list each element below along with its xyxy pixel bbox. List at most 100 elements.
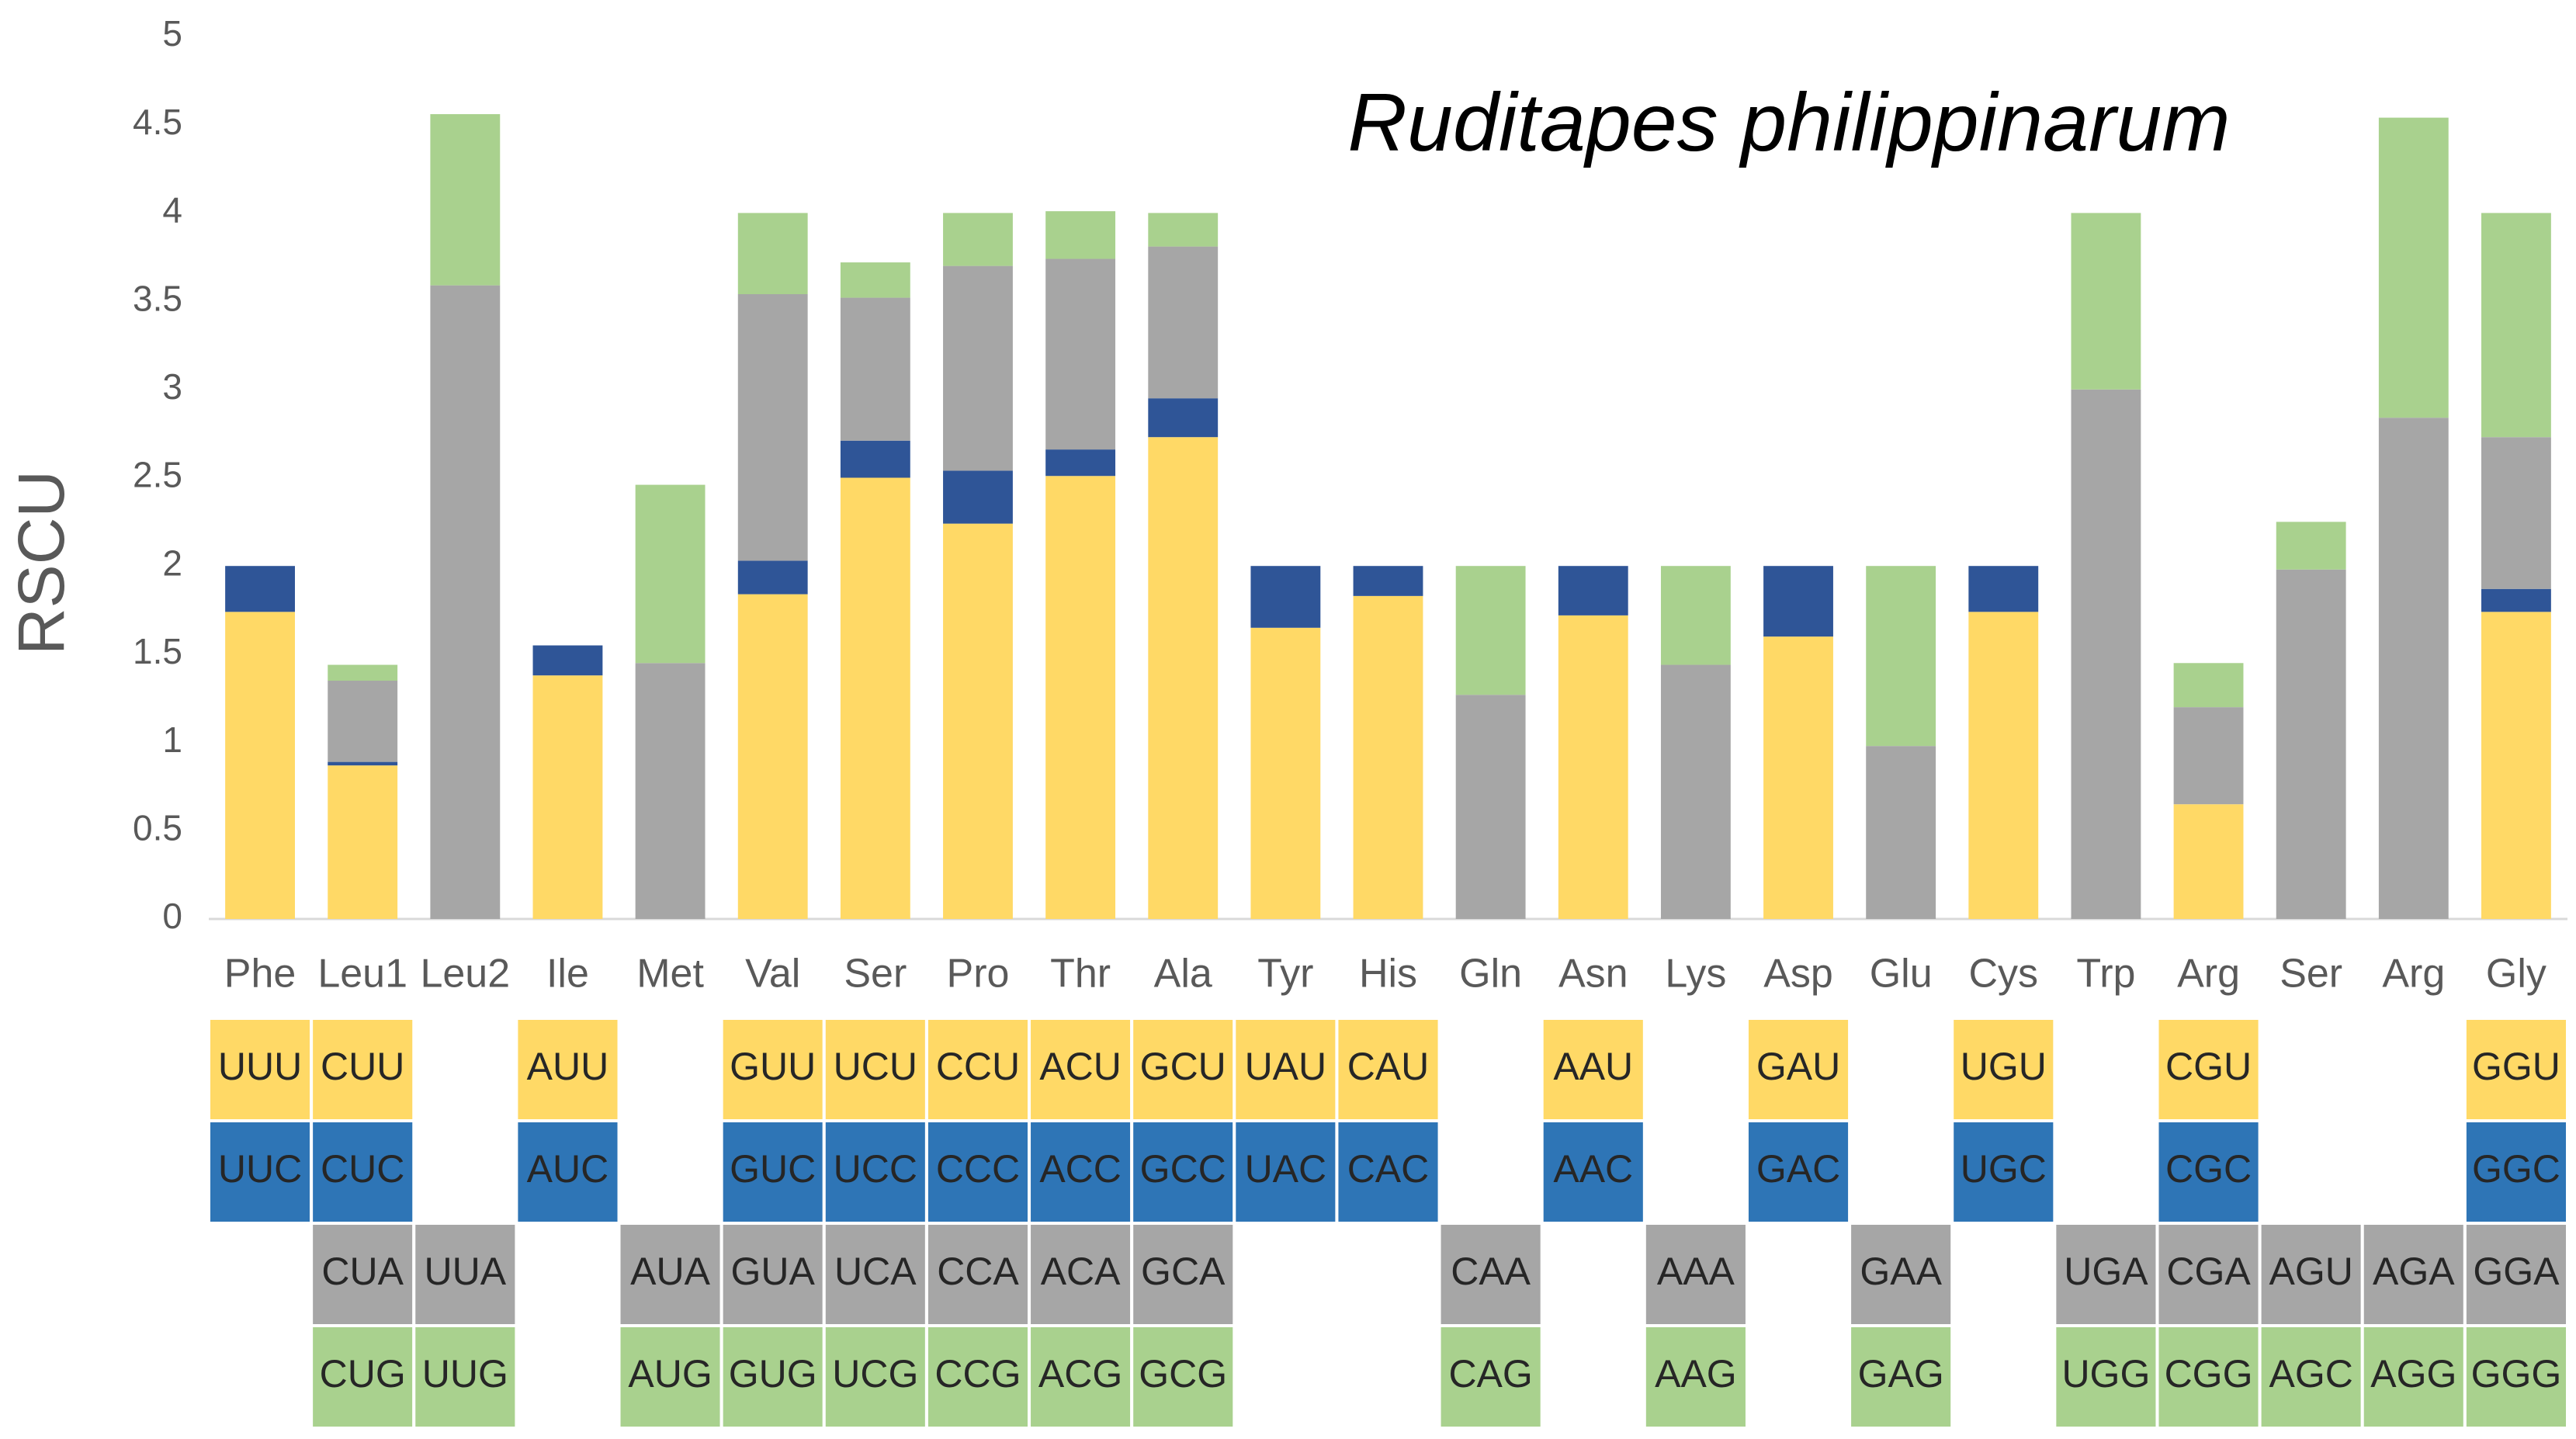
codon-cell bbox=[1437, 1222, 1544, 1327]
bar-segment bbox=[1045, 476, 1116, 919]
codon-label: ACC bbox=[1039, 1147, 1122, 1191]
bar-segment bbox=[1558, 615, 1628, 919]
codon-label: AUG bbox=[628, 1352, 712, 1396]
bar-segment bbox=[328, 765, 398, 919]
x-tick-label: Trp bbox=[2076, 952, 2135, 997]
bar-segment bbox=[2481, 588, 2551, 612]
codon-label: AUC bbox=[527, 1147, 609, 1191]
codon-cell bbox=[1848, 1324, 1954, 1430]
codon-label: UUC bbox=[218, 1147, 302, 1191]
bar-segment bbox=[1558, 566, 1628, 615]
y-tick-label: 4.5 bbox=[133, 102, 182, 142]
x-tick-label: Thr bbox=[1050, 952, 1111, 997]
codon-cell bbox=[412, 1222, 518, 1327]
y-tick-label: 2 bbox=[162, 543, 182, 583]
bar-segment bbox=[1353, 566, 1423, 596]
codon-cell bbox=[2463, 1119, 2570, 1225]
codon-label: GAA bbox=[1860, 1250, 1942, 1293]
codon-label: UCU bbox=[834, 1045, 917, 1088]
x-tick-label: Pro bbox=[947, 952, 1010, 997]
codon-label: UAU bbox=[1245, 1045, 1327, 1088]
codon-cell bbox=[617, 1324, 723, 1430]
bar-segment bbox=[1455, 566, 1526, 695]
codon-label: CUG bbox=[320, 1352, 406, 1396]
bar-segment bbox=[2071, 389, 2141, 919]
bar-segment bbox=[328, 681, 398, 762]
bar-segment bbox=[1866, 746, 1936, 919]
bar-segment bbox=[532, 645, 603, 676]
codon-cell bbox=[1950, 1017, 2057, 1122]
codon-cell bbox=[1540, 1017, 1646, 1122]
codon-label: UCG bbox=[832, 1352, 918, 1396]
codon-label: UUU bbox=[218, 1045, 302, 1088]
bar-segment bbox=[2173, 707, 2244, 805]
bar-segment bbox=[840, 440, 910, 478]
x-tick-label: Lys bbox=[1665, 952, 1726, 997]
codon-label: CCC bbox=[936, 1147, 1020, 1191]
codon-cell bbox=[2258, 1324, 2364, 1430]
x-tick-label: Tyr bbox=[1257, 952, 1313, 997]
y-axis-label: RSCU bbox=[5, 470, 78, 655]
codon-cell bbox=[2463, 1324, 2570, 1430]
codon-label: CAC bbox=[1347, 1147, 1430, 1191]
x-tick-label: Asp bbox=[1763, 952, 1833, 997]
bar-segment bbox=[737, 560, 808, 595]
codon-label: AAU bbox=[1553, 1045, 1633, 1088]
bar-segment bbox=[532, 675, 603, 919]
bar-segment bbox=[328, 761, 398, 766]
codon-cell bbox=[1130, 1324, 1236, 1430]
bar-segment bbox=[840, 297, 910, 441]
codon-label: AUU bbox=[527, 1045, 609, 1088]
bar-segment bbox=[635, 484, 706, 664]
codon-label: GAU bbox=[1756, 1045, 1840, 1088]
codon-label: GGA bbox=[2473, 1250, 2560, 1293]
codon-label: UUG bbox=[422, 1352, 508, 1396]
bar-segment bbox=[2071, 213, 2141, 390]
codon-label: GCG bbox=[1139, 1352, 1227, 1396]
bar-segment bbox=[1660, 664, 1731, 919]
y-tick-label: 0.5 bbox=[133, 807, 182, 848]
codon-cell bbox=[1028, 1222, 1134, 1327]
y-tick-label: 1.5 bbox=[133, 631, 182, 671]
bar-segment bbox=[2173, 663, 2244, 708]
codon-label: CGA bbox=[2166, 1250, 2251, 1293]
bar-segment bbox=[943, 213, 1013, 266]
y-tick-label: 0 bbox=[162, 896, 182, 936]
codon-cell bbox=[2053, 1324, 2159, 1430]
bar-segment bbox=[943, 470, 1013, 524]
codon-label: ACG bbox=[1038, 1352, 1122, 1396]
codon-cell bbox=[1335, 1017, 1441, 1122]
codon-label: GCU bbox=[1140, 1045, 1226, 1088]
codon-cell bbox=[515, 1119, 621, 1225]
codon-cell bbox=[1848, 1222, 1954, 1327]
codon-cell bbox=[1437, 1324, 1544, 1430]
y-tick-label: 5 bbox=[162, 13, 182, 54]
x-tick-label: Ala bbox=[1154, 952, 1212, 997]
codon-cell bbox=[1642, 1324, 1749, 1430]
codon-label: AGG bbox=[2370, 1352, 2456, 1396]
bar-segment bbox=[2173, 804, 2244, 919]
bar-segment bbox=[1148, 213, 1219, 247]
codon-cell bbox=[310, 1017, 416, 1122]
codon-label: CCA bbox=[937, 1250, 1019, 1293]
bar-segment bbox=[1866, 566, 1936, 747]
x-tick-label: Gly bbox=[2486, 952, 2547, 997]
codon-label: UGA bbox=[2064, 1250, 2148, 1293]
x-tick-label: Phe bbox=[224, 952, 296, 997]
codon-label: UGC bbox=[1961, 1147, 2047, 1191]
bar-segment bbox=[2276, 569, 2346, 919]
codon-label: GUA bbox=[731, 1250, 816, 1293]
bar-segment bbox=[1148, 398, 1219, 438]
chart-title: Ruditapes philippinarum bbox=[1347, 77, 2230, 168]
bar-segment bbox=[943, 265, 1013, 471]
x-tick-label: Arg bbox=[2177, 952, 2240, 997]
codon-cell bbox=[2463, 1222, 2570, 1327]
codon-label: AGA bbox=[2373, 1250, 2455, 1293]
x-tick-label: Glu bbox=[1870, 952, 1933, 997]
bar-segment bbox=[1250, 627, 1321, 919]
x-tick-label: Ser bbox=[844, 952, 907, 997]
bar-segment bbox=[430, 114, 501, 286]
codon-cell bbox=[2463, 1017, 2570, 1122]
codon-cell bbox=[924, 1324, 1031, 1430]
